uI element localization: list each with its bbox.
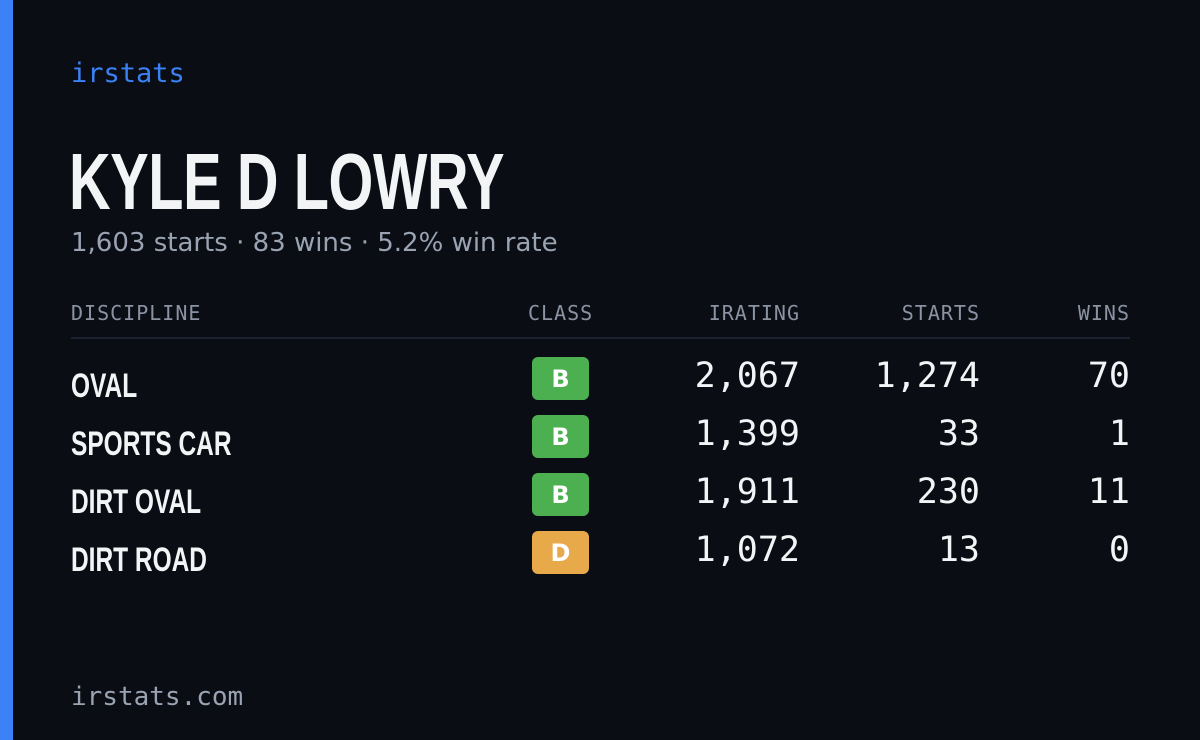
header-class: CLASS [528, 301, 594, 325]
table-header: DISCIPLINE CLASS IRATING STARTS WINS [71, 298, 1130, 339]
table-row: DIRT OVAL B 1,911 230 11 [71, 469, 1130, 527]
license-class-badge: B [532, 357, 589, 400]
accent-bar [0, 0, 13, 740]
discipline-name: OVAL [71, 367, 138, 405]
wins-value: 70 [1087, 356, 1130, 396]
driver-summary: 1,603 starts · 83 wins · 5.2% win rate [71, 228, 558, 258]
discipline-name: SPORTS CAR [71, 425, 232, 463]
header-irating: IRATING [708, 301, 800, 325]
irating-value: 1,399 [694, 414, 800, 454]
wins-value: 1 [1108, 414, 1130, 454]
table-row: DIRT ROAD D 1,072 13 0 [71, 527, 1130, 585]
wins-value: 0 [1108, 530, 1130, 570]
table-body: OVAL B 2,067 1,274 70 SPORTS CAR B 1,399… [71, 339, 1130, 585]
starts-value: 13 [937, 530, 980, 570]
header-starts: STARTS [901, 301, 980, 325]
header-wins: WINS [1077, 301, 1130, 325]
irating-value: 2,067 [694, 356, 800, 396]
license-class-badge: B [532, 473, 589, 516]
irating-value: 1,072 [694, 530, 800, 570]
starts-value: 230 [916, 472, 980, 512]
driver-name: KYLE D LOWRY [69, 137, 505, 226]
license-class-badge: B [532, 415, 589, 458]
discipline-name: DIRT ROAD [71, 541, 208, 579]
brand-logo: irstats [71, 58, 185, 89]
header-discipline: DISCIPLINE [71, 301, 202, 325]
table-row: SPORTS CAR B 1,399 33 1 [71, 411, 1130, 469]
irating-value: 1,911 [694, 472, 800, 512]
discipline-name: DIRT OVAL [71, 483, 202, 521]
wins-value: 11 [1087, 472, 1130, 512]
stats-table: DISCIPLINE CLASS IRATING STARTS WINS OVA… [71, 298, 1130, 585]
starts-value: 1,274 [874, 356, 980, 396]
table-row: OVAL B 2,067 1,274 70 [71, 353, 1130, 411]
footer-url: irstats.com [71, 682, 244, 712]
starts-value: 33 [937, 414, 980, 454]
license-class-badge: D [532, 531, 589, 574]
